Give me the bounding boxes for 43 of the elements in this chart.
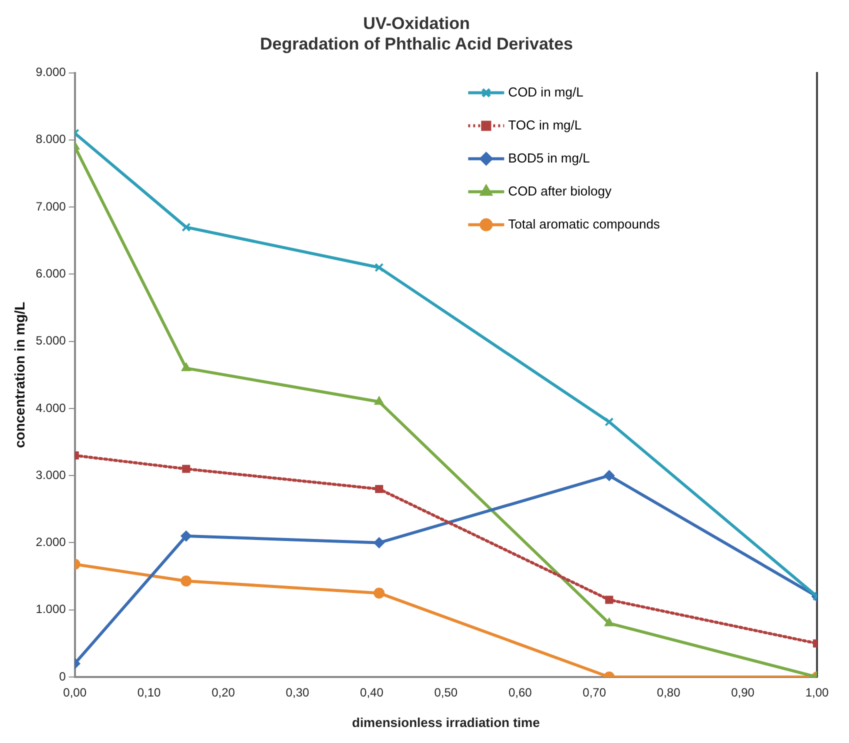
y-axis-title: concentration in mg/L xyxy=(11,301,28,448)
point xyxy=(374,396,384,405)
y-tick-label: 7.000 xyxy=(36,199,66,214)
y-tick-label: 5.000 xyxy=(36,334,66,348)
chart-title: UV-Oxidation Degradation of Phthalic Acid Derivates xyxy=(260,14,573,54)
y-tick-label: 4.000 xyxy=(36,400,66,415)
point xyxy=(374,537,385,548)
point xyxy=(182,222,191,232)
point xyxy=(605,596,614,604)
legend-label: Total aromatic compounds xyxy=(508,216,660,232)
x-tick-label: 1,00 xyxy=(805,686,829,700)
point xyxy=(180,576,192,586)
legend-label: TOC in mg/L xyxy=(508,117,582,132)
y-tick-label: 8.000 xyxy=(36,132,66,146)
y-tick-label: 6.000 xyxy=(36,266,66,281)
point xyxy=(180,530,192,542)
x-tick-label: 0,90 xyxy=(731,686,755,700)
legend-label: COD after biology xyxy=(508,183,612,198)
point xyxy=(182,464,190,473)
x-tick-label: 0,70 xyxy=(582,686,606,700)
point xyxy=(181,362,191,372)
point xyxy=(374,262,384,272)
point xyxy=(374,588,385,599)
point xyxy=(604,470,615,482)
x-tick-label: 0,60 xyxy=(508,686,532,700)
x-tick-label: 0,10 xyxy=(137,686,162,700)
point xyxy=(604,618,614,626)
point xyxy=(375,484,384,494)
y-tick-label: 2.000 xyxy=(36,535,66,550)
legend-label: COD in mg/L xyxy=(508,84,584,100)
x-tick-label: 0,00 xyxy=(63,686,87,700)
y-tick-label: 1.000 xyxy=(36,602,66,616)
x-tick-label: 0,20 xyxy=(212,686,236,700)
x-axis-title: dimensionless irradiation time xyxy=(352,714,540,730)
y-tick-label: 0 xyxy=(59,669,66,684)
x-tick-label: 0,80 xyxy=(656,686,681,700)
y-tick-label: 9.000 xyxy=(36,65,66,80)
x-tick-label: 0,30 xyxy=(286,686,310,700)
point xyxy=(604,417,614,426)
legend-label: BOD5 in mg/L xyxy=(508,150,590,166)
x-tick-label: 0,50 xyxy=(434,686,458,700)
y-tick-label: 3.000 xyxy=(36,468,66,482)
x-tick-label: 0,40 xyxy=(360,686,384,700)
